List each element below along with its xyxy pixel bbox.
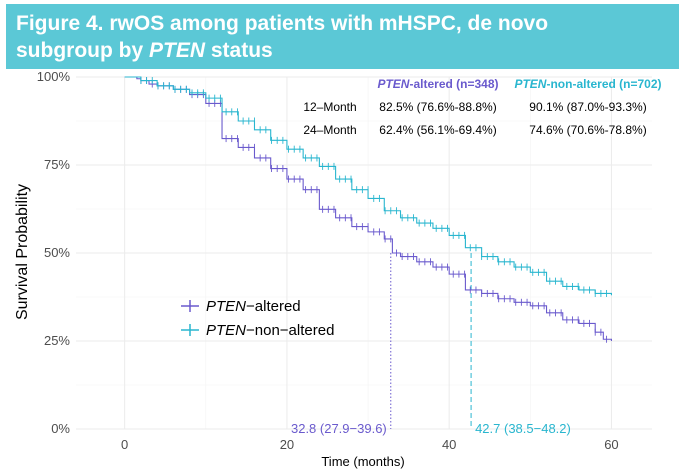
legend-non-altered-suffix: −non−altered — [246, 322, 334, 339]
table-header-altered: PTEN-altered (n=348) — [377, 77, 498, 91]
survival-curve-non_altered — [124, 76, 612, 296]
y-tick-label: 0% — [51, 421, 70, 436]
median-label-non_altered: 42.7 (38.5−48.2) — [475, 421, 571, 436]
title-prefix: subgroup by — [16, 39, 149, 62]
table-header-non-altered-suffix: -non-altered (n=702) — [546, 77, 661, 91]
y-tick-label: 100% — [37, 69, 71, 84]
table-row-label: 24–Month — [303, 123, 356, 137]
x-tick-label: 60 — [604, 437, 618, 452]
table-cell-altered: 82.5% (76.6%-88.8%) — [379, 100, 496, 114]
y-tick-label: 75% — [44, 157, 70, 172]
figure-title-line-2: subgroup by PTEN status — [16, 37, 669, 64]
table-header-altered-suffix: -altered (n=348) — [409, 77, 498, 91]
table-cell-altered: 62.4% (56.1%-69.4%) — [379, 123, 496, 137]
y-tick-label: 25% — [44, 333, 70, 348]
x-tick-label: 0 — [121, 437, 128, 452]
table-header-non-altered: PTEN-non-altered (n=702) — [514, 77, 661, 91]
x-axis-label: Time (months) — [321, 454, 404, 469]
censor-marks-non_altered — [140, 77, 608, 297]
x-tick-label: 20 — [280, 437, 294, 452]
legend-non-altered-gene: PTEN — [206, 322, 246, 339]
legend-altered-suffix: −altered — [246, 298, 301, 315]
median-lines: 32.8 (27.9−39.6) 42.7 (38.5−48.2) — [291, 253, 571, 436]
axes: Survival Probability Time (months) — [14, 184, 405, 469]
grid: 0% 25% 50% 75% 100% 0 20 40 60 — [37, 69, 652, 452]
median-label-altered: 32.8 (27.9−39.6) — [291, 421, 387, 436]
table-header-altered-gene: PTEN — [377, 77, 409, 91]
title-gene: PTEN — [149, 39, 206, 62]
title-suffix: status — [205, 39, 273, 62]
y-axis-label: Survival Probability — [14, 184, 31, 320]
table-cell-non-altered: 74.6% (70.6%-78.8%) — [529, 123, 646, 137]
legend-label-altered: PTEN−altered — [206, 298, 301, 315]
table-header-non-altered-gene: PTEN — [514, 77, 546, 91]
survival-table: PTEN-altered (n=348) PTEN-non-altered (n… — [303, 77, 661, 137]
x-tick-label: 40 — [442, 437, 456, 452]
legend-altered-gene: PTEN — [206, 298, 246, 315]
legend-label-non-altered: PTEN−non−altered — [206, 322, 334, 339]
table-cell-non-altered: 90.1% (87.0%-93.3%) — [529, 100, 646, 114]
y-tick-label: 50% — [44, 245, 70, 260]
legend-item-non-altered: PTEN−non−altered — [181, 322, 334, 339]
legend: PTEN−altered PTEN−non−altered — [181, 298, 334, 339]
figure-title-line-1: Figure 4. rwOS among patients with mHSPC… — [16, 12, 549, 35]
table-row-label: 12–Month — [303, 100, 356, 114]
figure-title-banner: Figure 4. rwOS among patients with mHSPC… — [6, 4, 679, 69]
survival-curves — [124, 76, 612, 343]
legend-item-altered: PTEN−altered — [181, 298, 301, 315]
